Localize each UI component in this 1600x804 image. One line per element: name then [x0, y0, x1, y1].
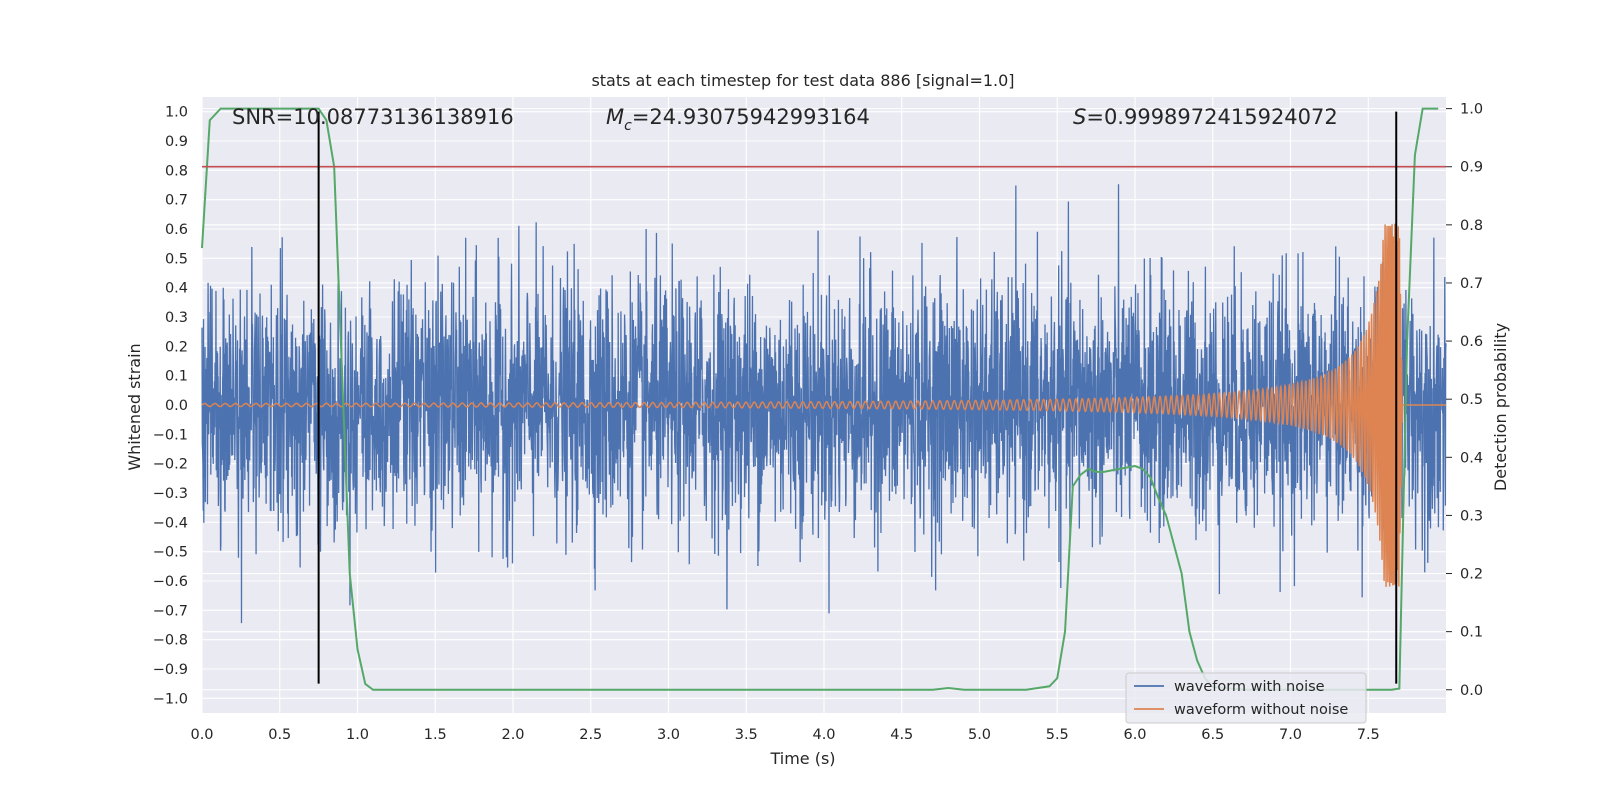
x-tick-label: 2.0 [501, 727, 524, 743]
y-tick-label: 0.4 [165, 281, 188, 297]
chirp-mass-annotation: Mc=24.93075942993164 [606, 105, 870, 134]
x-tick-label: 6.5 [1201, 727, 1224, 743]
y2-tick-label: 1.0 [1460, 102, 1483, 118]
y-tick-label: −0.1 [153, 427, 188, 443]
x-tick-label: 7.0 [1279, 727, 1302, 743]
y2-tick-label: 0.9 [1460, 160, 1483, 176]
series-waveform-without-noise [201, 223, 1446, 587]
y-tick-label: −1.0 [153, 691, 188, 707]
y-tick-label: 0.5 [165, 251, 188, 267]
y-tick-label: −0.3 [153, 486, 188, 502]
y2-tick-label: 0.7 [1460, 276, 1483, 292]
y-tick-label: −0.8 [153, 633, 188, 649]
x-tick-label: 4.0 [812, 727, 835, 743]
y2-tick-label: 0.0 [1460, 683, 1483, 699]
x-tick-label: 0.5 [268, 727, 291, 743]
y-axis-label: Whitened strain [125, 343, 144, 470]
series-waveform-with-noise [201, 184, 1447, 624]
legend-label-noise: waveform with noise [1174, 679, 1325, 695]
x-tick-label: 7.5 [1357, 727, 1380, 743]
chirp-mass-value: =24.93075942993164 [632, 105, 870, 129]
y-tick-label: −0.9 [153, 662, 188, 678]
x-tick-label: 3.5 [735, 727, 758, 743]
y-tick-label: 0.0 [165, 398, 188, 414]
chart-title: stats at each timestep for test data 886… [591, 71, 1014, 90]
snr-annotation: SNR=10.08773136138916 [232, 105, 514, 129]
y-tick-label: −0.6 [153, 574, 188, 590]
y-tick-label: −0.7 [153, 603, 188, 619]
y-tick-label: 0.3 [165, 310, 188, 326]
y-tick-label: 1.0 [165, 105, 188, 121]
chirp-mass-subscript: c [624, 118, 632, 134]
y-tick-label: 0.2 [165, 339, 188, 355]
y-tick-label: −0.4 [153, 515, 188, 531]
x-tick-label: 1.5 [424, 727, 447, 743]
y-tick-label: 0.9 [165, 134, 188, 150]
x-axis-ticks: 0.0 0.5 1.0 1.5 2.0 2.5 3.0 3.5 4.0 4.5 5.0 5.5 6.0 6… [190, 727, 1379, 743]
x-tick-label: 0.0 [190, 727, 213, 743]
waveform-without-noise-line [201, 223, 1446, 587]
chirp-mass-symbol: M [606, 105, 624, 129]
x-tick-label: 5.5 [1046, 727, 1069, 743]
detection-markers [317, 111, 1398, 684]
y-tick-label: 0.7 [165, 193, 188, 209]
y-tick-label: 0.1 [165, 369, 188, 385]
x-tick-label: 1.0 [346, 727, 369, 743]
legend-label-clean: waveform without noise [1174, 702, 1348, 718]
y2-tick-label: 0.2 [1460, 567, 1483, 583]
x-tick-label: 3.0 [657, 727, 680, 743]
y2-tick-label: 0.6 [1460, 334, 1483, 350]
y-tick-label: −0.2 [153, 457, 188, 473]
y2-tick-label: 0.1 [1460, 625, 1483, 641]
x-tick-label: 6.0 [1123, 727, 1146, 743]
significance-value: =0.9998972415924072 [1086, 105, 1337, 129]
waveform-with-noise-line [201, 184, 1447, 624]
significance-annotation: S=0.9998972415924072 [1073, 105, 1338, 129]
x-tick-label: 5.0 [968, 727, 991, 743]
y2-tick-label: 0.4 [1460, 450, 1483, 466]
x-tick-label: 2.5 [579, 727, 602, 743]
y2-tick-label: 0.3 [1460, 508, 1483, 524]
legend-box [1125, 672, 1367, 724]
y-tick-label: 0.8 [165, 163, 188, 179]
y2-axis-label: Detection probability [1491, 323, 1510, 491]
y-tick-label: −0.5 [153, 545, 188, 561]
significance-symbol: S [1073, 105, 1086, 129]
legend: waveform with noise waveform without noi… [1125, 672, 1367, 724]
x-axis-label: Time (s) [769, 749, 835, 768]
y2-axis-ticks: 1.0 0.9 0.8 0.7 0.6 0.5 0.4 0.3 0.2 0.1 0.0 [1446, 102, 1483, 699]
y2-tick-label: 0.5 [1460, 392, 1483, 408]
y-axis-ticks: 1.0 0.9 0.8 0.7 0.6 0.5 0.4 0.3 0.2 0.1 0.0 −0.1 −0.… [153, 105, 188, 708]
y2-tick-label: 0.8 [1460, 218, 1483, 234]
y-tick-label: 0.6 [165, 222, 188, 238]
x-tick-label: 4.5 [890, 727, 913, 743]
